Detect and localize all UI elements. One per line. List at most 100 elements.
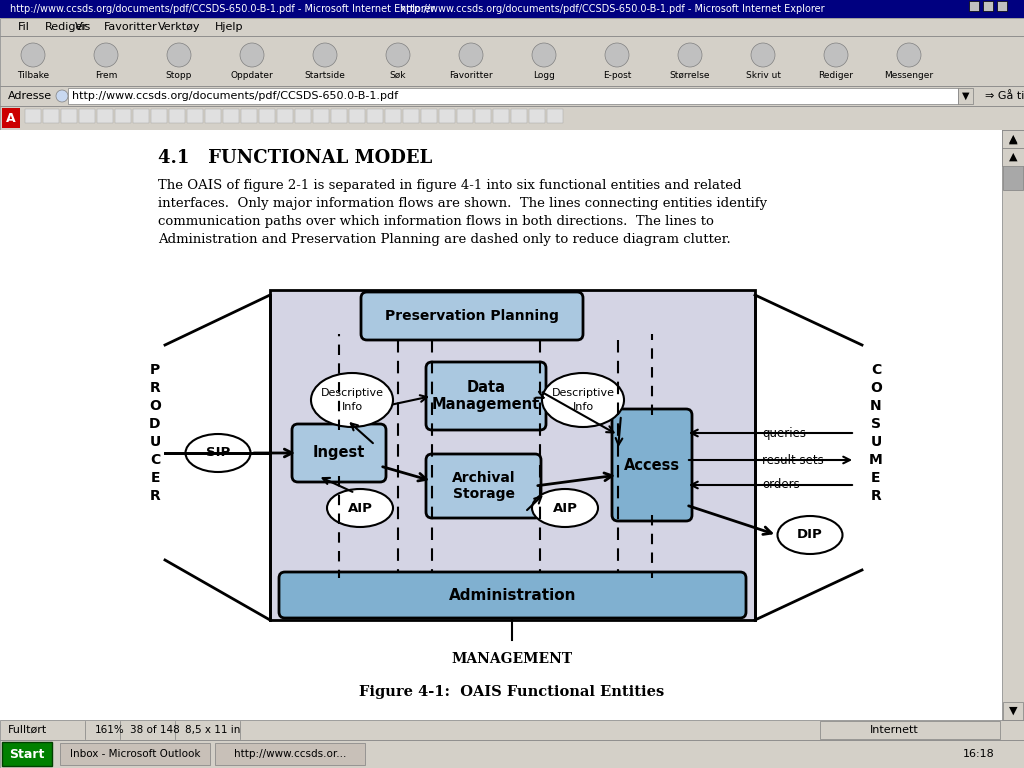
FancyBboxPatch shape [25,109,41,123]
Text: 4.1   FUNCTIONAL MODEL: 4.1 FUNCTIONAL MODEL [158,149,432,167]
Text: Tilbake: Tilbake [17,71,49,80]
FancyBboxPatch shape [187,109,203,123]
Text: R: R [150,381,161,395]
Text: Administration and Preservation Planning are dashed only to reduce diagram clutt: Administration and Preservation Planning… [158,233,731,247]
Text: S: S [871,417,881,431]
FancyBboxPatch shape [349,109,365,123]
FancyBboxPatch shape [169,109,185,123]
Text: Stopp: Stopp [166,71,193,80]
FancyBboxPatch shape [969,1,979,11]
FancyBboxPatch shape [259,109,275,123]
FancyBboxPatch shape [223,109,239,123]
Text: Archival: Archival [452,471,515,485]
FancyBboxPatch shape [205,109,221,123]
Text: N: N [870,399,882,413]
Circle shape [605,43,629,67]
Text: http://www.ccsds.org/documents/pdf/CCSDS-650.0-B-1.pdf: http://www.ccsds.org/documents/pdf/CCSDS… [72,91,398,101]
FancyBboxPatch shape [475,109,490,123]
FancyBboxPatch shape [270,290,755,620]
Text: Preservation Planning: Preservation Planning [385,309,559,323]
Text: Descriptive: Descriptive [321,388,384,398]
FancyBboxPatch shape [820,721,1000,739]
FancyBboxPatch shape [421,109,437,123]
Circle shape [56,90,68,102]
Circle shape [678,43,702,67]
Text: Messenger: Messenger [885,71,934,80]
FancyBboxPatch shape [1002,130,1024,148]
FancyBboxPatch shape [43,109,59,123]
Text: queries: queries [762,426,806,439]
FancyBboxPatch shape [61,109,77,123]
FancyBboxPatch shape [983,1,993,11]
Circle shape [94,43,118,67]
FancyBboxPatch shape [493,109,509,123]
Text: Fulltørt: Fulltørt [8,725,47,735]
Circle shape [386,43,410,67]
Text: Info: Info [341,402,362,412]
FancyBboxPatch shape [361,292,583,340]
Text: Favoritter: Favoritter [104,22,158,32]
Circle shape [22,43,45,67]
Text: Størrelse: Størrelse [670,71,711,80]
Text: E: E [871,471,881,485]
Ellipse shape [542,373,624,427]
Text: Rediger: Rediger [818,71,853,80]
FancyBboxPatch shape [511,109,527,123]
Text: U: U [150,435,161,449]
FancyBboxPatch shape [2,108,20,128]
Text: R: R [870,489,882,503]
Text: R: R [150,489,161,503]
FancyBboxPatch shape [215,743,365,765]
FancyBboxPatch shape [529,109,545,123]
Text: C: C [150,453,160,467]
Text: Oppdater: Oppdater [230,71,273,80]
FancyBboxPatch shape [612,409,692,521]
FancyBboxPatch shape [997,1,1007,11]
Text: result sets: result sets [762,453,823,466]
Text: Hjelp: Hjelp [215,22,244,32]
Text: 16:18: 16:18 [964,749,995,759]
FancyBboxPatch shape [295,109,311,123]
Text: Vis: Vis [75,22,91,32]
FancyBboxPatch shape [385,109,401,123]
Circle shape [240,43,264,67]
Circle shape [313,43,337,67]
Text: O: O [870,381,882,395]
Ellipse shape [777,516,843,554]
Text: Startside: Startside [304,71,345,80]
FancyBboxPatch shape [426,454,541,518]
Text: ▲: ▲ [1009,134,1017,144]
Text: orders: orders [762,478,800,492]
FancyBboxPatch shape [1002,155,1023,190]
Text: Skriv ut: Skriv ut [745,71,780,80]
Circle shape [167,43,191,67]
Text: communication paths over which information flows in both directions.  The lines : communication paths over which informati… [158,216,714,229]
FancyBboxPatch shape [0,106,1024,130]
Text: Favoritter: Favoritter [450,71,493,80]
Text: Access: Access [624,458,680,472]
FancyBboxPatch shape [97,109,113,123]
FancyBboxPatch shape [278,109,293,123]
Text: 161%: 161% [95,725,125,735]
FancyBboxPatch shape [1002,130,1024,720]
FancyBboxPatch shape [1002,148,1024,166]
Ellipse shape [185,434,251,472]
Text: ▲: ▲ [1009,135,1017,145]
FancyBboxPatch shape [0,130,1002,720]
Text: P: P [150,363,160,377]
FancyBboxPatch shape [292,424,386,482]
FancyBboxPatch shape [313,109,329,123]
Text: ⇒ Gå til: ⇒ Gå til [985,91,1024,101]
Text: D: D [150,417,161,431]
Text: interfaces.  Only major information flows are shown.  The lines connecting entit: interfaces. Only major information flows… [158,197,767,210]
Text: C: C [870,363,881,377]
FancyBboxPatch shape [279,572,746,618]
FancyBboxPatch shape [547,109,563,123]
FancyBboxPatch shape [331,109,347,123]
Text: M: M [869,453,883,467]
Text: SIP: SIP [206,446,230,459]
Text: DIP: DIP [797,528,823,541]
Circle shape [824,43,848,67]
Text: AIP: AIP [553,502,578,515]
Text: Management: Management [432,396,540,412]
